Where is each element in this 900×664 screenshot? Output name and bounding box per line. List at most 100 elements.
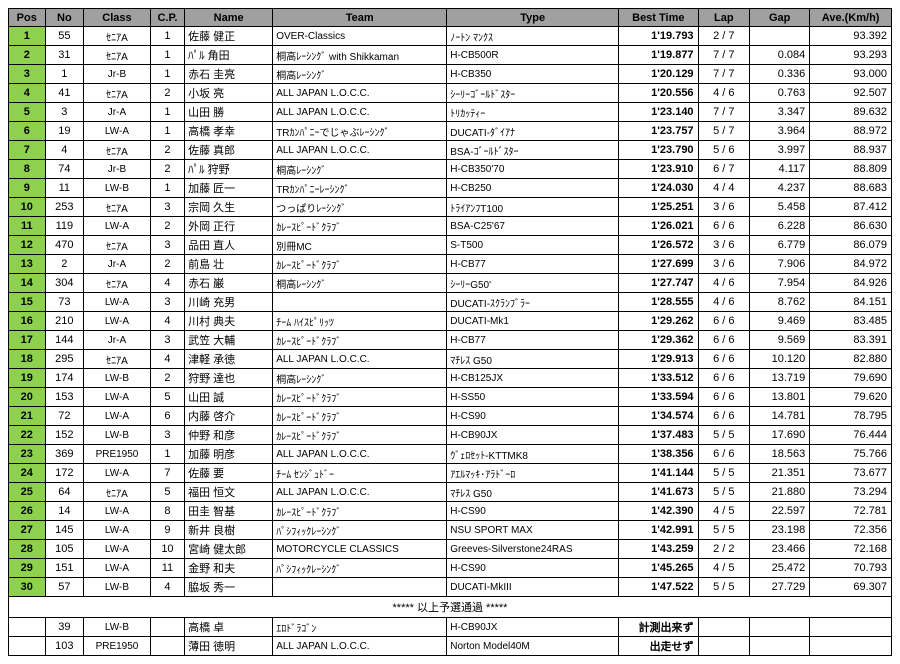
cell-cp: 10 [150,540,184,559]
cell-ave: 89.632 [810,103,892,122]
divider-section: ***** 以上予選通過 ***** [9,597,892,618]
cell-lap: 4 / 6 [698,293,750,312]
cell-cp: 1 [150,122,184,141]
cell-best: 1'20.556 [619,84,698,103]
table-row: 24172LW-A7佐藤 要ﾁｰﾑ ｾﾝｼﾞｭﾄﾞｰｱｴﾙﾏｯｷ･ｱﾗﾄﾞｰﾛ1… [9,464,892,483]
cell-pos: 7 [9,141,46,160]
cell-best: 出走せず [619,637,698,656]
cell-lap: 2 / 7 [698,27,750,46]
cell-cp: 4 [150,312,184,331]
cell-team: ALL JAPAN L.O.C.C. [273,350,447,369]
cell-cp: 4 [150,274,184,293]
cell-name: 加藤 匠一 [185,179,273,198]
cell-name: 狩野 達也 [185,369,273,388]
cell-gap: 3.964 [750,122,810,141]
cell-gap: 6.228 [750,217,810,236]
cell-lap: 6 / 6 [698,388,750,407]
cell-pos: 11 [9,217,46,236]
cell-type: S-T500 [447,236,619,255]
cell-gap: 14.781 [750,407,810,426]
table-row: 11119LW-A2外岡 正行ｶﾚｰｽﾋﾟｰﾄﾞｸﾗﾌﾞBSA-C25'671'… [9,217,892,236]
cell-team [273,293,447,312]
cell-lap [698,618,750,637]
cell-cp: 4 [150,578,184,597]
cell-class: ｾﾆｱA [84,198,151,217]
cell-lap: 4 / 6 [698,84,750,103]
cell-lap: 6 / 6 [698,445,750,464]
cell-gap: 9.569 [750,331,810,350]
cell-name: 佐藤 健正 [185,27,273,46]
cell-class: LW-A [84,559,151,578]
cell-name: 山田 誠 [185,388,273,407]
cell-class: ｾﾆｱA [84,46,151,65]
cell-best: 1'47.522 [619,578,698,597]
cell-lap: 4 / 6 [698,274,750,293]
cell-team: ｶﾚｰｽﾋﾟｰﾄﾞｸﾗﾌﾞ [273,502,447,521]
cell-lap: 5 / 5 [698,578,750,597]
cell-pos: 29 [9,559,46,578]
cell-gap: 8.762 [750,293,810,312]
cell-lap: 5 / 5 [698,521,750,540]
cell-ave: 86.079 [810,236,892,255]
cell-gap: 23.198 [750,521,810,540]
cell-class: LW-A [84,407,151,426]
cell-name: ﾊﾟﾙ 狩野 [185,160,273,179]
cell-team: ｶﾚｰｽﾋﾟｰﾄﾞｸﾗﾌﾞ [273,426,447,445]
table-row: 16210LW-A4川村 典夫ﾁｰﾑ ﾊｲｽﾋﾟﾘｯﾂDUCATI-Mk11'2… [9,312,892,331]
table-row: 23369PRE19501加藤 明彦ALL JAPAN L.O.C.C.ｳﾞｪﾛ… [9,445,892,464]
cell-class: LW-B [84,578,151,597]
cell-best: 1'29.913 [619,350,698,369]
cell-class: LW-A [84,540,151,559]
table-row: 1573LW-A3川崎 充男DUCATI-ｽｸﾗﾝﾌﾞﾗｰ1'28.5554 /… [9,293,892,312]
table-row: 31Jr-B1赤石 圭亮桐高ﾚｰｼﾝｸﾞH-CB3501'20.1297 / 7… [9,65,892,84]
cell-gap: 9.469 [750,312,810,331]
cell-name: 赤石 巌 [185,274,273,293]
cell-ave: 76.444 [810,426,892,445]
cell-cp: 2 [150,217,184,236]
cell-cp: 3 [150,426,184,445]
cell-ave: 83.391 [810,331,892,350]
cell-no: 470 [45,236,84,255]
cell-gap: 7.954 [750,274,810,293]
cell-gap: 18.563 [750,445,810,464]
cell-best: 1'23.757 [619,122,698,141]
table-header: PosNoClassC.P.NameTeamTypeBest TimeLapGa… [9,9,892,27]
cell-ave: 88.809 [810,160,892,179]
cell-best: 1'23.910 [619,160,698,179]
cell-ave: 93.000 [810,65,892,84]
cell-no: 174 [45,369,84,388]
cell-no: 172 [45,464,84,483]
cell-team: 桐高ﾚｰｼﾝｸﾞ [273,274,447,293]
cell-lap: 4 / 5 [698,559,750,578]
table-row: 619LW-A1高橋 孝幸TRｶﾝﾊﾟﾆｰでじゃぶﾚｰｼﾝｸﾞDUCATI-ﾀﾞ… [9,122,892,141]
cell-team: ALL JAPAN L.O.C.C. [273,141,447,160]
cell-cp: 1 [150,65,184,84]
col-header-lap: Lap [698,9,750,27]
cell-team: つっぱりﾚｰｼﾝｸﾞ [273,198,447,217]
cell-best: 1'34.574 [619,407,698,426]
cell-class: LW-B [84,426,151,445]
cell-team: 別冊MC [273,236,447,255]
cell-no: 153 [45,388,84,407]
cell-name: 脇坂 秀一 [185,578,273,597]
cell-lap: 5 / 7 [698,122,750,141]
cell-type: DUCATI-ｽｸﾗﾝﾌﾞﾗｰ [447,293,619,312]
cell-pos: 22 [9,426,46,445]
cell-gap: 7.906 [750,255,810,274]
cell-pos: 18 [9,350,46,369]
cell-ave: 79.690 [810,369,892,388]
cell-best: 1'45.265 [619,559,698,578]
cell-lap: 6 / 6 [698,331,750,350]
cell-cp [150,618,184,637]
cell-name: 宗岡 久生 [185,198,273,217]
cell-cp: 2 [150,255,184,274]
cell-class: Jr-A [84,331,151,350]
cell-type: ｼｰﾘｰｺﾞｰﾙﾄﾞｽﾀｰ [447,84,619,103]
cell-pos: 28 [9,540,46,559]
cell-type: H-SS50 [447,388,619,407]
cell-name: 佐藤 真郎 [185,141,273,160]
cell-best: 1'19.877 [619,46,698,65]
cell-type: ﾏﾁﾚｽ G50 [447,350,619,369]
cell-best: 1'25.251 [619,198,698,217]
cell-type: BSA-C25'67 [447,217,619,236]
